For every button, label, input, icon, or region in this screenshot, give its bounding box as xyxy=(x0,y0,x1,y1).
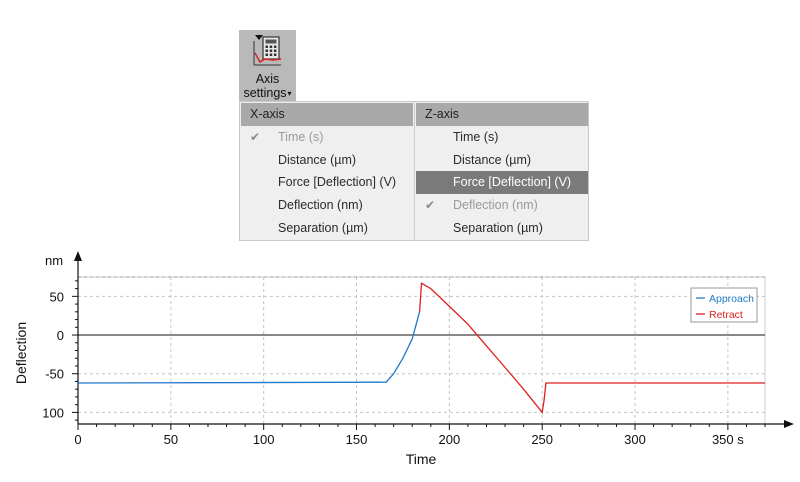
x-tick-label: 50 xyxy=(164,432,178,447)
x-tick-label: 150 xyxy=(346,432,368,447)
z-axis-column: Z-axis Time (s) Distance (µm) Force [Def… xyxy=(416,103,588,239)
y-unit-label: nm xyxy=(45,253,63,268)
z-axis-option-time[interactable]: Time (s) xyxy=(453,130,499,144)
axis-settings-dropdown: X-axis ✔ Time (s) Distance (µm) Force [De… xyxy=(239,101,589,241)
y-axis-title: Deflection xyxy=(13,322,29,384)
series-line-retract xyxy=(418,282,765,414)
checkmark-icon: ✔ xyxy=(250,130,261,144)
x-axis-option-force[interactable]: Force [Deflection] (V) xyxy=(278,175,397,190)
y-tick-label: 0 xyxy=(57,328,64,343)
series-line-approach xyxy=(77,311,421,384)
x-tick-label: 100 xyxy=(253,432,275,447)
x-axis-title: Time xyxy=(406,451,437,467)
x-tick-label: 350 s xyxy=(712,432,744,447)
x-tick-label: 300 xyxy=(624,432,646,447)
column-divider xyxy=(414,102,415,240)
z-axis-header: Z-axis xyxy=(416,103,588,126)
y-axis-arrow-icon xyxy=(74,251,82,261)
x-axis-arrow-icon xyxy=(784,420,794,428)
x-tick-label: 0 xyxy=(74,432,81,447)
checkmark-icon: ✔ xyxy=(425,198,436,213)
y-tick-label: 100 xyxy=(42,405,64,420)
y-tick-label: 50 xyxy=(50,289,64,304)
x-axis-option-deflection[interactable]: Deflection (nm) xyxy=(278,198,363,213)
axis-settings-button[interactable]: Axis settings▾ xyxy=(239,30,296,101)
legend-label: Approach xyxy=(709,293,754,305)
z-axis-option-deflection[interactable]: ✔ Deflection (nm) xyxy=(416,194,588,217)
axis-settings-label-line1: Axis xyxy=(255,72,280,86)
z-axis-option-separation[interactable]: Separation (µm) xyxy=(453,220,543,235)
x-axis-option-separation[interactable]: Separation (µm) xyxy=(278,220,368,235)
legend-label: Retract xyxy=(709,309,743,321)
x-axis-option-time[interactable]: ✔ Time (s) xyxy=(241,126,413,149)
x-axis-header: X-axis xyxy=(241,103,413,126)
y-tick-label: -50 xyxy=(45,367,64,382)
dropdown-caret-icon: ▾ xyxy=(287,89,292,98)
chart-canvas: 0 50 100 150 200 250 300 350 s 50 0 -50 100 nm Time De… xyxy=(13,251,794,467)
z-axis-option-distance[interactable]: Distance (µm) xyxy=(453,152,532,167)
plot-frame xyxy=(77,276,766,425)
z-axis-option-force[interactable]: Force [Deflection] (V) xyxy=(416,171,588,195)
deflection-time-chart: 0 50 100 150 200 250 300 350 s 50 0 -50 100 nm Time De… xyxy=(0,245,800,482)
axis-settings-label-line2: settings▾ xyxy=(243,86,292,100)
legend-box xyxy=(690,287,758,323)
x-tick-label: 250 xyxy=(531,432,553,447)
x-axis-option-distance[interactable]: Distance (µm) xyxy=(278,152,357,167)
x-axis-column: X-axis ✔ Time (s) Distance (µm) Force [De… xyxy=(241,103,413,239)
x-tick-label: 200 xyxy=(438,432,460,447)
calculator-graph-icon xyxy=(253,35,282,66)
